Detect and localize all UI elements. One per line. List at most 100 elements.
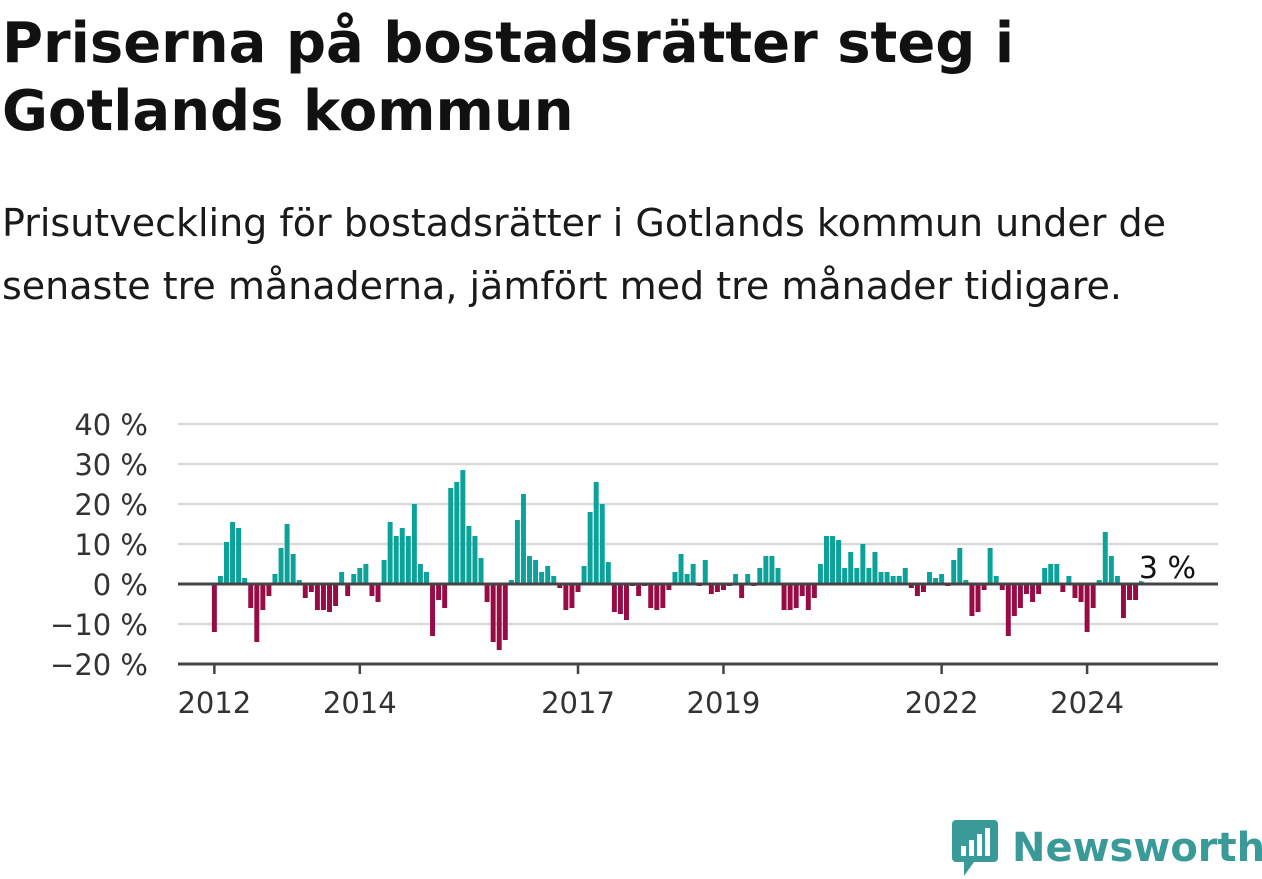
bar — [539, 572, 545, 584]
bar — [1072, 584, 1078, 598]
bar — [345, 584, 351, 596]
bar — [302, 584, 308, 598]
bar — [375, 584, 381, 602]
bar — [908, 584, 914, 588]
bar — [1024, 584, 1029, 594]
bar — [296, 580, 302, 584]
bar — [702, 560, 708, 584]
y-tick-label: 30 % — [74, 448, 148, 482]
bar — [248, 584, 254, 608]
x-tick-label: 2017 — [541, 686, 615, 720]
bar — [430, 584, 436, 636]
bar — [1060, 584, 1066, 592]
bar — [1048, 564, 1054, 584]
bar — [569, 584, 575, 608]
bar — [224, 542, 229, 584]
y-tick-label: 40 % — [74, 408, 148, 442]
bar — [545, 566, 551, 584]
y-tick-label: 0 % — [93, 568, 148, 602]
bar — [217, 576, 223, 584]
bar — [1005, 584, 1011, 636]
bar — [763, 556, 769, 584]
bar — [969, 584, 975, 616]
bar — [678, 554, 684, 584]
bar — [527, 556, 532, 584]
bar — [878, 572, 884, 584]
bar — [284, 524, 290, 584]
bar — [951, 560, 957, 584]
bar — [242, 578, 248, 584]
bar — [666, 584, 672, 590]
bar — [1030, 584, 1036, 602]
x-tick-label: 2014 — [323, 686, 397, 720]
bar — [836, 540, 842, 584]
bar — [939, 574, 945, 584]
bar — [1084, 584, 1090, 632]
bar — [896, 576, 902, 584]
bar — [993, 576, 999, 584]
bar — [1096, 580, 1102, 584]
x-axis-ticks: 2012 2014 2017 2019 2022 2024 — [177, 664, 1124, 720]
bar — [1066, 576, 1072, 584]
bar — [236, 528, 242, 584]
bar — [272, 574, 278, 584]
bar — [436, 584, 442, 600]
bar — [514, 520, 520, 584]
bar — [333, 584, 339, 606]
bar — [708, 584, 714, 594]
bar — [1120, 584, 1126, 618]
bar — [1011, 584, 1017, 616]
bar — [478, 558, 484, 584]
x-tick-label: 2024 — [1050, 686, 1124, 720]
bar — [357, 568, 363, 584]
bar — [1054, 564, 1060, 584]
axes — [178, 582, 1218, 666]
bar — [314, 584, 320, 610]
bar — [320, 584, 326, 610]
bars — [211, 470, 1145, 650]
bar — [1017, 584, 1023, 608]
bar — [720, 584, 726, 590]
bar — [266, 584, 272, 596]
bar — [745, 574, 751, 584]
bar — [787, 584, 793, 610]
bar — [781, 584, 787, 610]
x-tick-label: 2019 — [687, 686, 761, 720]
bar — [278, 548, 284, 584]
bar — [830, 536, 836, 584]
bar — [290, 554, 296, 584]
chart-title: Priserna på bostadsrätter steg i Gotland… — [2, 11, 1015, 144]
bar — [593, 482, 599, 584]
bar — [848, 552, 854, 584]
bar — [1102, 532, 1108, 584]
x-tick-label: 2022 — [905, 686, 979, 720]
bar — [842, 568, 848, 584]
bar — [454, 482, 460, 584]
bar — [963, 580, 969, 584]
bar — [933, 578, 939, 584]
bar — [599, 504, 605, 584]
bar — [884, 572, 890, 584]
chart-subtitle: Prisutveckling för bostadsrätter i Gotla… — [2, 201, 1166, 308]
bar — [902, 568, 908, 584]
bar — [1127, 584, 1132, 600]
bar — [690, 564, 696, 584]
bar — [557, 584, 563, 588]
bar — [817, 564, 823, 584]
bar — [411, 504, 417, 584]
bar — [339, 572, 345, 584]
bar — [230, 522, 236, 584]
y-tick-label: −20 % — [50, 648, 148, 682]
bar — [1042, 568, 1048, 584]
bar — [999, 584, 1005, 590]
bar — [987, 548, 993, 584]
newsworthy-logo-icon — [952, 820, 998, 876]
y-axis-ticks: 40 % 30 % 20 % 10 % 0 % −10 % −20 % — [50, 408, 148, 682]
bar — [605, 562, 611, 584]
bar — [381, 560, 387, 584]
bar — [484, 584, 490, 602]
bar — [502, 584, 508, 640]
bar — [260, 584, 266, 610]
y-tick-label: 20 % — [74, 488, 148, 522]
bar — [927, 572, 932, 584]
